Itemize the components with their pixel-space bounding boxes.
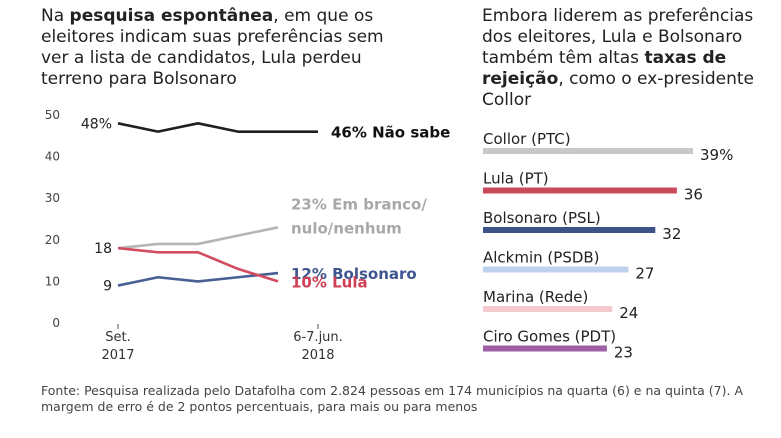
bar-category-label: Marina (Rede) xyxy=(483,288,588,306)
series-line xyxy=(117,226,279,250)
source-note: Fonte: Pesquisa realizada pelo Datafolha… xyxy=(41,383,744,414)
y-tick-label: 30 xyxy=(45,191,60,205)
x-tick-label: 2018 xyxy=(301,348,334,363)
bar-category-label: Ciro Gomes (PDT) xyxy=(483,328,616,346)
y-tick-label: 0 xyxy=(52,316,60,330)
y-tick-label: 50 xyxy=(45,108,60,122)
bar-value-label: 32 xyxy=(662,225,681,243)
series-end-label: 12% Bolsonaro xyxy=(291,265,417,283)
bar-value-label: 36 xyxy=(684,186,703,204)
bar xyxy=(483,187,677,194)
bar-value-label: 23 xyxy=(614,344,633,362)
bar-value-label: 27 xyxy=(635,265,654,283)
x-tick-label: 6-7.jun. xyxy=(293,330,343,345)
bar-category-label: Alckmin (PSDB) xyxy=(483,249,600,267)
series-start-label: 9 xyxy=(103,279,112,295)
series-end-label: 46% Não sabe xyxy=(331,124,450,142)
series-start-label: 48% xyxy=(81,116,112,132)
series-line xyxy=(117,122,318,133)
bar xyxy=(483,345,607,352)
bar xyxy=(483,148,693,154)
bar-value-label: 39% xyxy=(700,146,733,164)
right-chart-title: Embora liderem as preferências dos eleit… xyxy=(482,6,755,110)
series-line xyxy=(117,246,279,283)
bar-category-label: Collor (PTC) xyxy=(483,130,571,148)
series-end-label: 10% Lula xyxy=(291,273,368,291)
y-tick-label: 20 xyxy=(45,233,60,247)
y-tick-label: 40 xyxy=(45,150,60,164)
bar xyxy=(483,227,656,233)
bar xyxy=(483,266,629,273)
bar-category-label: Lula (PT) xyxy=(483,170,549,188)
series-end-label: 23% Em branco/ xyxy=(291,195,427,213)
series-end-label: nulo/nenhum xyxy=(291,219,402,237)
bar xyxy=(483,306,613,312)
left-chart-title: Na pesquisa espontânea, em que os eleito… xyxy=(41,6,384,89)
x-tick-label: Set. xyxy=(105,330,130,345)
bar-category-label: Bolsonaro (PSL) xyxy=(483,209,601,227)
y-tick-label: 10 xyxy=(45,274,60,288)
series-line xyxy=(117,271,279,287)
x-tick-label: 2017 xyxy=(101,348,134,363)
series-start-label: 18 xyxy=(94,241,112,257)
bar-value-label: 24 xyxy=(619,304,638,322)
